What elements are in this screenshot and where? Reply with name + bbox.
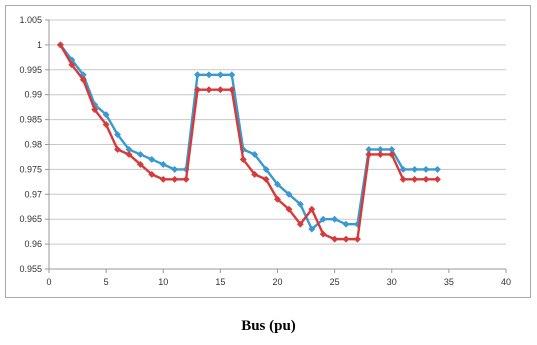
series-1-point [422, 165, 430, 173]
y-tick-label: 0.965 [19, 214, 42, 224]
series-2-point [148, 170, 156, 178]
y-tick-label: 0.995 [19, 65, 42, 75]
series-2-point [251, 170, 259, 178]
series-2-point [365, 150, 373, 159]
series-2-point [205, 86, 213, 94]
series-1-point [113, 130, 122, 139]
series-1-point [148, 155, 156, 163]
x-tick-label: 5 [104, 277, 109, 287]
series-2-point [102, 121, 110, 129]
y-tick-label: 0.955 [19, 264, 42, 274]
series-1-point [319, 215, 327, 223]
series-1-point [331, 215, 339, 223]
series-2-point [159, 175, 167, 183]
y-tick-label: 0.99 [24, 90, 42, 100]
series-1-point [228, 71, 236, 79]
x-tick-label: 10 [158, 277, 168, 287]
series-2-point [296, 220, 304, 228]
series-2-line [59, 44, 438, 241]
series-2-point [285, 205, 293, 213]
series-1-point [102, 111, 110, 119]
series-2-point [376, 150, 384, 159]
series-1-point [285, 190, 293, 198]
y-tick-label: 1.005 [19, 15, 42, 25]
series-2-point [388, 150, 396, 159]
series-1-point [171, 165, 179, 173]
series-2-point [308, 205, 316, 213]
series-1-point [193, 71, 202, 79]
series-2-point [433, 175, 442, 183]
series-2-point [113, 145, 122, 154]
series-1-line [59, 44, 438, 231]
series-1-point [399, 165, 407, 173]
series-2-point [411, 175, 419, 183]
series-1-point [216, 71, 224, 79]
x-axis-title: Bus (pu) [241, 318, 296, 334]
series-1-point [433, 165, 442, 173]
series-1-point [342, 220, 350, 228]
series-2-point [262, 175, 270, 183]
series-1-point [262, 165, 270, 173]
series-1-point [136, 150, 144, 159]
chart-frame: 0.955 0.96 0.965 0.97 0.975 0.98 0.985 0.99 0.99… [5, 5, 531, 298]
series-1-point [411, 165, 419, 173]
x-tick-label: 35 [444, 277, 454, 287]
series-2-point [193, 86, 202, 94]
series-2-point [228, 86, 236, 94]
series-1-point [296, 200, 304, 208]
series-2-point [79, 76, 87, 84]
series-2-point [91, 106, 99, 114]
x-tick-label: 20 [272, 277, 282, 287]
y-tick-label: 0.96 [24, 239, 42, 249]
series-1-point [159, 160, 167, 168]
series-2-point [239, 155, 247, 163]
series-2-point [56, 41, 64, 49]
series-2-point [171, 175, 179, 183]
x-tick-label: 15 [215, 277, 225, 287]
series-2-point [125, 150, 133, 159]
y-tick-label: 1 [37, 40, 42, 50]
series-2-point [136, 160, 144, 168]
line-chart: 0.955 0.96 0.965 0.97 0.975 0.98 0.985 0.99 0.99… [19, 15, 511, 287]
x-tick-label: 40 [501, 277, 511, 287]
series-2-point [422, 175, 430, 183]
series-2-point [331, 235, 339, 243]
series-2-point [353, 235, 362, 243]
series-2-point [342, 235, 350, 243]
series-1-point [308, 225, 316, 233]
series-2-point [68, 61, 76, 69]
y-tick-label: 0.985 [19, 115, 42, 125]
series-2-point [399, 175, 407, 183]
series-1-point [205, 71, 213, 79]
x-tick-label: 0 [46, 277, 51, 287]
y-tick-label: 0.98 [24, 140, 42, 150]
series-2-point [182, 175, 190, 183]
y-tick-label: 0.97 [24, 189, 42, 199]
series-1-point [251, 150, 259, 159]
series-2-point [319, 230, 327, 238]
x-tick-label: 30 [387, 277, 397, 287]
y-tick-label: 0.975 [19, 164, 42, 174]
x-tick-label: 25 [330, 277, 340, 287]
series-2-point [216, 86, 224, 94]
series-2-point [273, 195, 282, 203]
series-1-point [273, 180, 282, 188]
